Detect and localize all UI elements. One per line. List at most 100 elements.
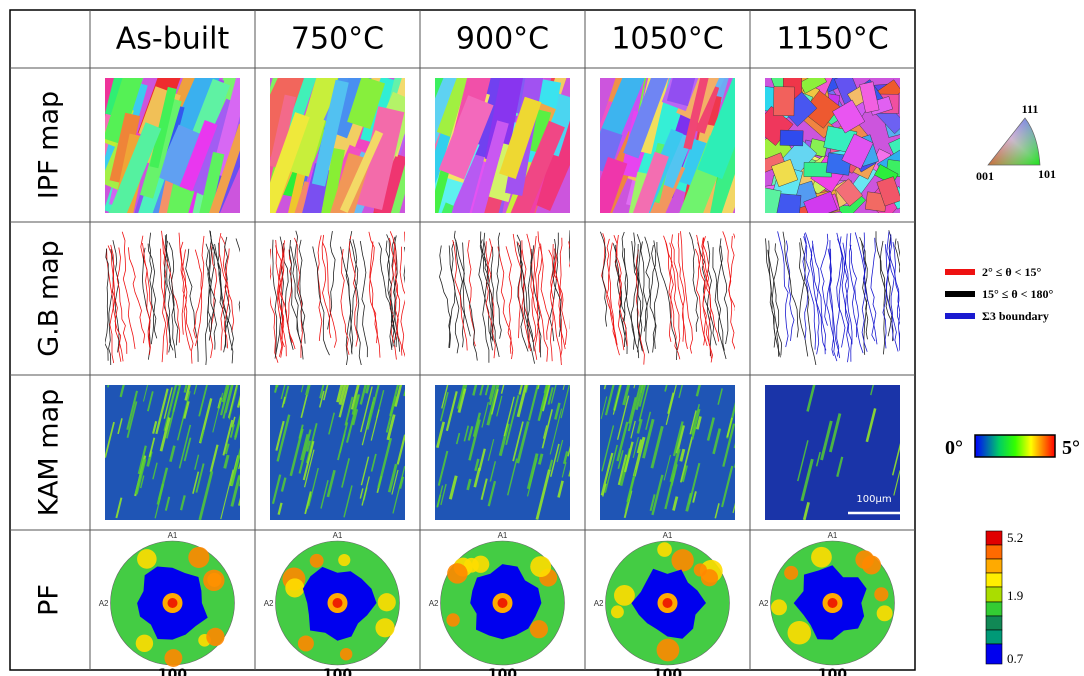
pf-spot <box>340 648 352 660</box>
kam-min: 0° <box>945 437 963 459</box>
kam-image <box>270 345 414 520</box>
pf-center-core <box>168 598 178 608</box>
pf-left-label: A2 <box>99 599 109 608</box>
kam-image <box>435 345 575 520</box>
row-header: PF <box>34 584 65 616</box>
column-header: As-built <box>116 22 230 57</box>
kam-image <box>600 356 741 520</box>
ipf-grain <box>773 87 794 116</box>
pf-top-label: A1 <box>333 531 343 540</box>
kam-colorbar <box>975 435 1055 457</box>
pf-plane-label: 100 <box>818 667 847 676</box>
pf-spot <box>771 599 787 615</box>
gb-legend-label: 2° ≤ θ < 15° <box>982 265 1041 279</box>
pf-plane-label: 100 <box>488 667 517 676</box>
kam-streak <box>240 449 249 487</box>
gb-line <box>405 232 412 349</box>
column-header: 1050°C <box>611 22 723 57</box>
column-header: 1150°C <box>776 22 888 57</box>
pf-center-core <box>498 598 508 608</box>
kam-image <box>105 339 252 520</box>
gb-legend-label: 15° ≤ θ < 180° <box>982 287 1053 301</box>
pf-spot <box>784 566 798 580</box>
kam-streak <box>240 430 252 479</box>
pf-spot <box>614 585 635 606</box>
scale-bar-label: 100μm <box>856 494 891 505</box>
kam-max: 5° <box>1062 437 1080 459</box>
pf-spot <box>378 593 396 611</box>
pf-center-core <box>333 598 343 608</box>
pf-spot <box>530 556 551 577</box>
kam-streak <box>570 457 575 476</box>
gb-bg <box>435 230 570 365</box>
gb-image <box>435 230 582 368</box>
gb-legend-swatch <box>945 313 975 319</box>
gb-line <box>404 247 411 348</box>
gb-legend-label: Σ3 boundary <box>982 309 1049 323</box>
ipf-grain <box>751 186 782 220</box>
kam-streak <box>400 369 404 385</box>
kam-streak <box>404 357 414 396</box>
pf-top-label: A1 <box>498 531 508 540</box>
pf-spot <box>671 549 693 571</box>
kam-streak <box>735 430 739 448</box>
pf-spot <box>657 639 680 662</box>
row-header: G.B map <box>34 240 65 357</box>
figure: As-built750°C900°C1050°C1150°CIPF mapG.B… <box>0 0 1084 676</box>
pf-spot <box>310 554 324 568</box>
gb-legend-swatch <box>945 269 975 275</box>
pf-spot <box>338 554 350 566</box>
pf-tick-label: 5.2 <box>1007 530 1023 545</box>
pf-spot <box>877 605 893 621</box>
pf-spot <box>136 635 153 652</box>
ipf-image <box>751 65 912 221</box>
gb-image <box>269 230 412 371</box>
pf-spot <box>137 549 157 569</box>
kam-bg <box>270 385 405 520</box>
ipf-111: 111 <box>1022 102 1039 116</box>
pf-spot <box>788 621 812 645</box>
pf-center-core <box>828 598 838 608</box>
pf-spot <box>298 635 314 651</box>
kam-streak <box>337 367 342 385</box>
pf-tick-label: 1.9 <box>1007 588 1023 603</box>
kam-streak <box>734 441 741 468</box>
gb-image <box>765 230 910 368</box>
gb-legend-swatch <box>945 291 975 297</box>
pf-spot <box>206 628 224 646</box>
ipf-grain <box>780 130 803 146</box>
ipf-image <box>409 28 596 259</box>
page: {"table": {"columns": ["As-built", "750\… <box>0 0 1084 676</box>
pf-left-label: A2 <box>264 599 274 608</box>
ipf-triangle-overlay <box>988 118 1040 165</box>
kam-streak <box>240 366 250 406</box>
ipf-image <box>582 33 761 250</box>
column-header: 900°C <box>456 22 549 57</box>
ipf-101: 101 <box>1038 167 1056 181</box>
gb-line <box>569 230 581 332</box>
kam-streak <box>404 368 411 395</box>
pf-top-label: A1 <box>168 531 178 540</box>
pf-spot <box>611 605 624 618</box>
pf-spot <box>874 587 888 601</box>
kam-streak <box>239 420 251 469</box>
ipf-001: 001 <box>976 169 994 183</box>
pf-plane-label: 100 <box>323 667 352 676</box>
pf-spot <box>285 578 304 597</box>
pf-top-label: A1 <box>828 531 838 540</box>
pf-plane-label: 100 <box>653 667 682 676</box>
pf-left-label: A2 <box>429 599 439 608</box>
pf-spot <box>446 613 459 626</box>
pf-spot <box>203 570 224 591</box>
pf-plane-label: 100 <box>158 667 187 676</box>
gb-image <box>600 230 740 365</box>
pf-top-label: A1 <box>663 531 673 540</box>
pf-tick-label: 0.7 <box>1007 651 1024 666</box>
row-header: IPF map <box>34 91 65 199</box>
pf-spot <box>657 542 672 557</box>
pf-left-label: A2 <box>594 599 604 608</box>
ipf-image <box>84 31 256 261</box>
pf-spot <box>447 563 467 583</box>
pf-left-label: A2 <box>759 599 769 608</box>
ipf-image <box>246 30 424 260</box>
